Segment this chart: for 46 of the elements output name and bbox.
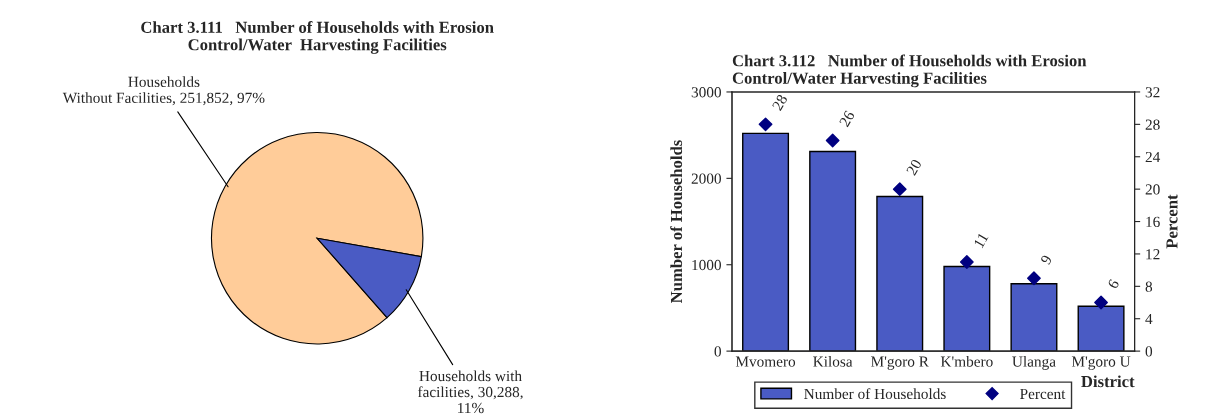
y-tick-label: 0: [714, 346, 721, 357]
bar: [876, 195, 924, 352]
x-tick-label: K'mbero: [940, 355, 993, 367]
point: [1094, 295, 1108, 310]
x-axis-title: District: [1081, 375, 1135, 388]
x-tick-label: Ulanga: [1012, 355, 1056, 370]
slice-label: Households with facilities, 30,288, 11%: [417, 370, 523, 414]
y2-tick-label: 12: [1146, 249, 1160, 260]
legend-label: Number of Households: [804, 388, 946, 400]
bar: [809, 150, 857, 352]
y-tick-label: 3000: [691, 87, 721, 98]
data-label: 11: [973, 232, 989, 249]
y2-tick-label: 0: [1145, 346, 1153, 357]
bar: [742, 132, 790, 352]
y2-tick-label: 20: [1145, 184, 1160, 195]
bar: [943, 265, 991, 352]
y2-tick-label: 16: [1146, 216, 1160, 227]
bar: [1010, 283, 1058, 352]
data-label: 28: [771, 93, 788, 112]
x-tick-label: M'goro U: [1071, 356, 1131, 370]
data-label: 20: [906, 158, 922, 176]
y2-tick-label: 4: [1145, 313, 1153, 325]
point: [825, 133, 840, 148]
y2-tick-label: 8: [1145, 281, 1153, 292]
chart-title: Chart 3.112 Number of Households with Erosion Control/Water Harvesting Facilities: [732, 54, 1087, 88]
x-tick-label: Mvomero: [735, 356, 796, 367]
point: [892, 182, 907, 197]
y2-tick-label: 24: [1145, 151, 1161, 163]
y2-axis-title: Percent: [1166, 194, 1178, 249]
data-label: 26: [838, 109, 855, 128]
data-label: 9: [1040, 254, 1053, 266]
bar: [1077, 305, 1125, 352]
point: [758, 117, 773, 132]
point: [1027, 271, 1041, 286]
y-axis-title: Number of Households: [670, 140, 683, 304]
y-tick-label: 1000: [692, 259, 721, 271]
y-tick-label: 2000: [691, 173, 721, 184]
point: [959, 255, 974, 269]
data-label: 6: [1107, 278, 1120, 290]
x-tick-label: M'goro R: [871, 356, 929, 370]
y2-tick-label: 32: [1145, 87, 1160, 98]
x-tick-label: Kilosa: [813, 355, 853, 367]
slice-label: Households Without Facilities, 251,852, 97%: [62, 76, 265, 106]
legend-label: Percent: [1020, 388, 1066, 400]
y2-tick-label: 28: [1145, 119, 1160, 130]
chart-title: Chart 3.111 Number of Households with Erosion Control/Water Harvesting Facilities: [141, 21, 494, 54]
